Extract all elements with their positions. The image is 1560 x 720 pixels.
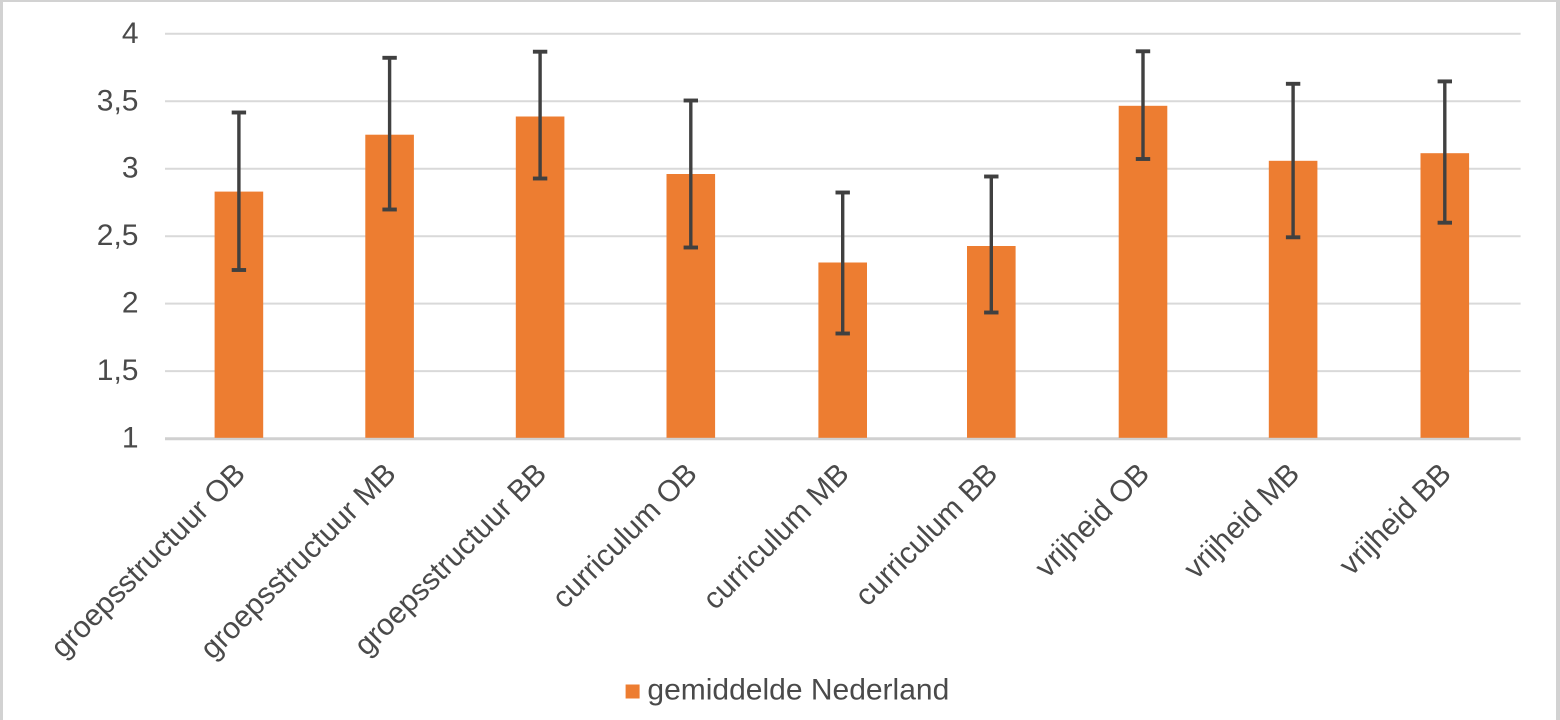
svg-text:2: 2 — [122, 287, 139, 320]
svg-text:2,5: 2,5 — [97, 219, 139, 252]
svg-text:3: 3 — [122, 152, 139, 185]
svg-text:3,5: 3,5 — [97, 84, 139, 117]
svg-text:1: 1 — [122, 422, 139, 455]
svg-text:gemiddelde Nederland: gemiddelde Nederland — [647, 674, 949, 707]
svg-text:4: 4 — [122, 17, 139, 50]
svg-text:1,5: 1,5 — [97, 354, 139, 387]
